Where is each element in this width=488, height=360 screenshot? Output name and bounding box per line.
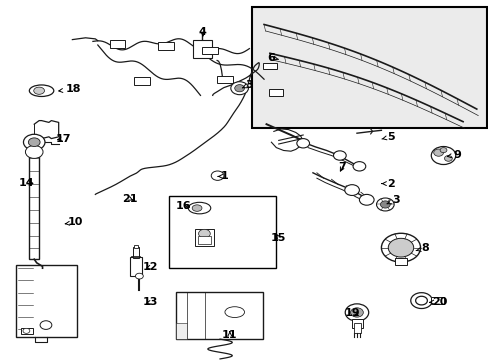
Circle shape [376, 198, 393, 211]
Bar [353, 323, 360, 333]
Circle shape [345, 304, 368, 321]
Circle shape [211, 171, 224, 180]
Text: 7: 7 [338, 162, 346, 172]
Text: 18: 18 [59, 84, 81, 94]
Circle shape [352, 162, 365, 171]
Circle shape [439, 148, 446, 153]
Ellipse shape [188, 202, 210, 214]
Circle shape [25, 145, 43, 158]
Circle shape [381, 233, 420, 262]
Bar [217, 76, 232, 83]
Ellipse shape [29, 85, 54, 96]
Bar [194, 229, 214, 246]
Text: 3: 3 [242, 80, 253, 90]
Circle shape [23, 134, 45, 150]
Bar [268, 89, 282, 96]
Circle shape [40, 321, 52, 329]
Bar [16, 265, 77, 337]
Bar [176, 292, 263, 339]
Circle shape [198, 229, 210, 238]
Text: 14: 14 [19, 178, 35, 188]
Circle shape [234, 85, 244, 92]
Text: 6: 6 [267, 53, 278, 63]
Circle shape [350, 308, 363, 317]
Text: 12: 12 [142, 262, 158, 272]
Text: 17: 17 [56, 134, 71, 144]
Circle shape [430, 147, 455, 165]
Text: 16: 16 [175, 201, 191, 211]
Bar [394, 258, 407, 265]
Bar [198, 236, 210, 244]
Circle shape [28, 138, 40, 147]
Text: 21: 21 [122, 194, 137, 204]
Bar [20, 328, 33, 334]
Bar [351, 319, 362, 328]
Text: 20: 20 [428, 297, 447, 307]
Bar [109, 40, 125, 48]
Text: 19: 19 [344, 308, 359, 318]
Circle shape [387, 238, 413, 257]
Bar [263, 63, 276, 69]
Circle shape [230, 82, 248, 95]
Circle shape [333, 151, 346, 160]
Bar [129, 257, 142, 276]
Text: 8: 8 [415, 243, 428, 253]
Circle shape [380, 201, 389, 208]
Bar [430, 297, 443, 304]
Bar [134, 245, 138, 248]
Bar [168, 196, 276, 268]
Circle shape [135, 273, 143, 279]
Circle shape [359, 194, 373, 205]
Bar [193, 40, 211, 58]
Bar [176, 323, 186, 339]
Text: 4: 4 [199, 27, 206, 37]
Text: 11: 11 [222, 330, 237, 340]
Bar [202, 47, 218, 54]
Circle shape [444, 156, 451, 161]
Text: 15: 15 [270, 233, 286, 243]
Text: 1: 1 [218, 171, 228, 181]
Ellipse shape [192, 205, 202, 211]
Bar [251, 7, 486, 128]
Circle shape [23, 328, 30, 333]
Text: 5: 5 [381, 132, 394, 142]
Text: 13: 13 [142, 297, 158, 307]
Text: 9: 9 [447, 150, 460, 160]
Bar [158, 42, 174, 50]
Text: 2: 2 [381, 179, 394, 189]
Circle shape [433, 149, 443, 156]
Text: 10: 10 [65, 217, 83, 228]
Circle shape [344, 185, 359, 195]
Bar [134, 77, 149, 85]
Ellipse shape [224, 307, 244, 318]
Bar [133, 247, 139, 258]
Ellipse shape [34, 87, 44, 94]
Bar [29, 151, 39, 259]
Text: 3: 3 [386, 195, 399, 205]
Circle shape [296, 139, 309, 148]
